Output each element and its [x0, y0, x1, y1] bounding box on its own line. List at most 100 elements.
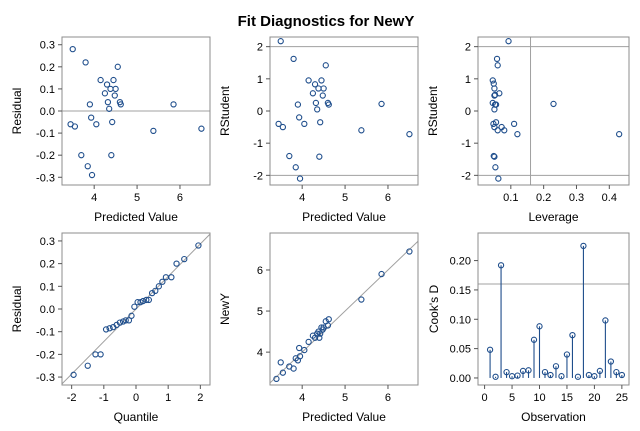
x-tick-label: 15 [561, 392, 573, 404]
plot-frame [269, 36, 419, 186]
data-point [493, 55, 501, 63]
figure-title: Fit Diagnostics for NewY [238, 13, 415, 30]
cooks-d-point [569, 331, 576, 339]
data-point [131, 303, 138, 310]
data-point [109, 118, 116, 126]
data-point [491, 92, 498, 99]
data-point [311, 81, 319, 88]
y-tick-label: -0.1 [36, 128, 55, 140]
panel-qq_residual: -2 -1 0 1 2 -0.3 -0.2 -0.1 0.0 0.1 0.2 0.3 Quantile R… [10, 232, 211, 424]
cooks-d-point [525, 367, 532, 374]
data-point [173, 260, 180, 267]
cooks-d-point [580, 242, 587, 250]
data-point [490, 152, 497, 160]
cooks-d-point [613, 368, 620, 376]
data-point [181, 255, 188, 263]
y-tick-label: 6 [257, 265, 263, 277]
plot-frame [477, 36, 630, 186]
y-tick-label: 0.1 [40, 281, 55, 293]
data-point [325, 316, 332, 323]
data-point [86, 101, 94, 108]
data-point [97, 76, 104, 84]
x-axis-label: Predicted Value [94, 210, 178, 224]
data-point [296, 114, 303, 121]
cooks-d-point [514, 372, 521, 379]
y-tick-label: 0.2 [40, 259, 55, 271]
x-tick-label: 6 [177, 192, 183, 204]
panel-cooks_d: 0 5 10 15 20 25 0.00 0.05 0.10 0.15 0.20 Observatio… [427, 232, 630, 424]
data-point [496, 90, 503, 97]
data-point [505, 38, 512, 45]
data-point [320, 85, 327, 92]
x-axis-label: Predicted Value [302, 410, 386, 424]
data-point [116, 319, 124, 326]
x-axis-label: Predicted Value [302, 210, 386, 224]
cooks-d-point [541, 368, 549, 376]
data-point [494, 127, 501, 134]
x-tick-label: 5 [134, 192, 140, 204]
data-point [106, 105, 113, 112]
data-point [314, 106, 321, 113]
x-tick-label: 4 [299, 192, 305, 204]
x-tick-label: 10 [533, 392, 545, 404]
y-tick-label: -1 [461, 138, 471, 150]
panel-resid_vs_pred: 4 5 6 -0.3 -0.2 -0.1 0.0 0.1 0.2 0.3 Predicted Val… [10, 36, 211, 224]
data-point [491, 85, 498, 92]
y-tick-label: 0.1 [40, 84, 55, 96]
data-point [139, 297, 147, 305]
data-point [198, 125, 205, 132]
data-point [301, 346, 308, 354]
y-tick-label: -0.2 [36, 349, 55, 361]
cooks-d-point [563, 351, 571, 358]
x-tick-label: 25 [616, 392, 628, 404]
data-point [319, 92, 326, 99]
data-point [312, 99, 320, 107]
y-tick-label: -2 [253, 170, 263, 182]
y-tick-label: 0 [257, 106, 263, 118]
y-tick-label: 5 [257, 306, 263, 318]
data-point [510, 120, 518, 128]
x-tick-label: 6 [385, 392, 391, 404]
data-point [152, 287, 159, 295]
data-point [290, 55, 297, 63]
data-point [143, 296, 150, 304]
cooks-d-point [536, 323, 543, 330]
y-tick-label: 0.0 [40, 106, 55, 118]
cooks-d-point [492, 373, 499, 380]
x-tick-label: 0 [482, 392, 488, 404]
y-tick-label: -1 [253, 138, 263, 150]
y-tick-label: 2 [257, 42, 263, 54]
x-tick-label: 1 [165, 392, 171, 404]
x-tick-label: 0 [133, 392, 139, 404]
data-point [301, 120, 308, 128]
y-tick-label: 0.3 [40, 236, 55, 248]
data-point [616, 131, 623, 138]
cooks-d-point [591, 373, 598, 380]
data-point [305, 77, 312, 84]
data-point [111, 92, 118, 99]
data-point [491, 123, 498, 131]
data-point [82, 59, 89, 66]
y-tick-label: 0.10 [450, 314, 471, 326]
data-point [150, 127, 157, 135]
data-point [117, 101, 124, 108]
data-point [170, 101, 177, 108]
x-tick-label: 0.4 [602, 192, 617, 204]
y-tick-label: -2 [461, 170, 471, 182]
data-point [101, 90, 109, 97]
data-point [104, 99, 112, 106]
data-point [489, 77, 496, 84]
x-axis-label: Observation [521, 410, 586, 424]
data-point [114, 63, 121, 70]
y-axis-label: RStudent [426, 85, 440, 136]
x-tick-label: 2 [197, 392, 203, 404]
y-tick-label: 1 [257, 74, 263, 86]
y-tick-label: 1 [465, 74, 471, 86]
x-tick-label: 4 [91, 192, 97, 204]
data-point [378, 100, 385, 108]
y-tick-label: 0.20 [450, 256, 471, 268]
panel-rstudent_vs_pred: 4 5 6 -2 -1 0 1 2 Predicted Value RStudent [218, 36, 419, 224]
y-axis-label: Residual [10, 88, 24, 135]
data-point [279, 123, 287, 131]
